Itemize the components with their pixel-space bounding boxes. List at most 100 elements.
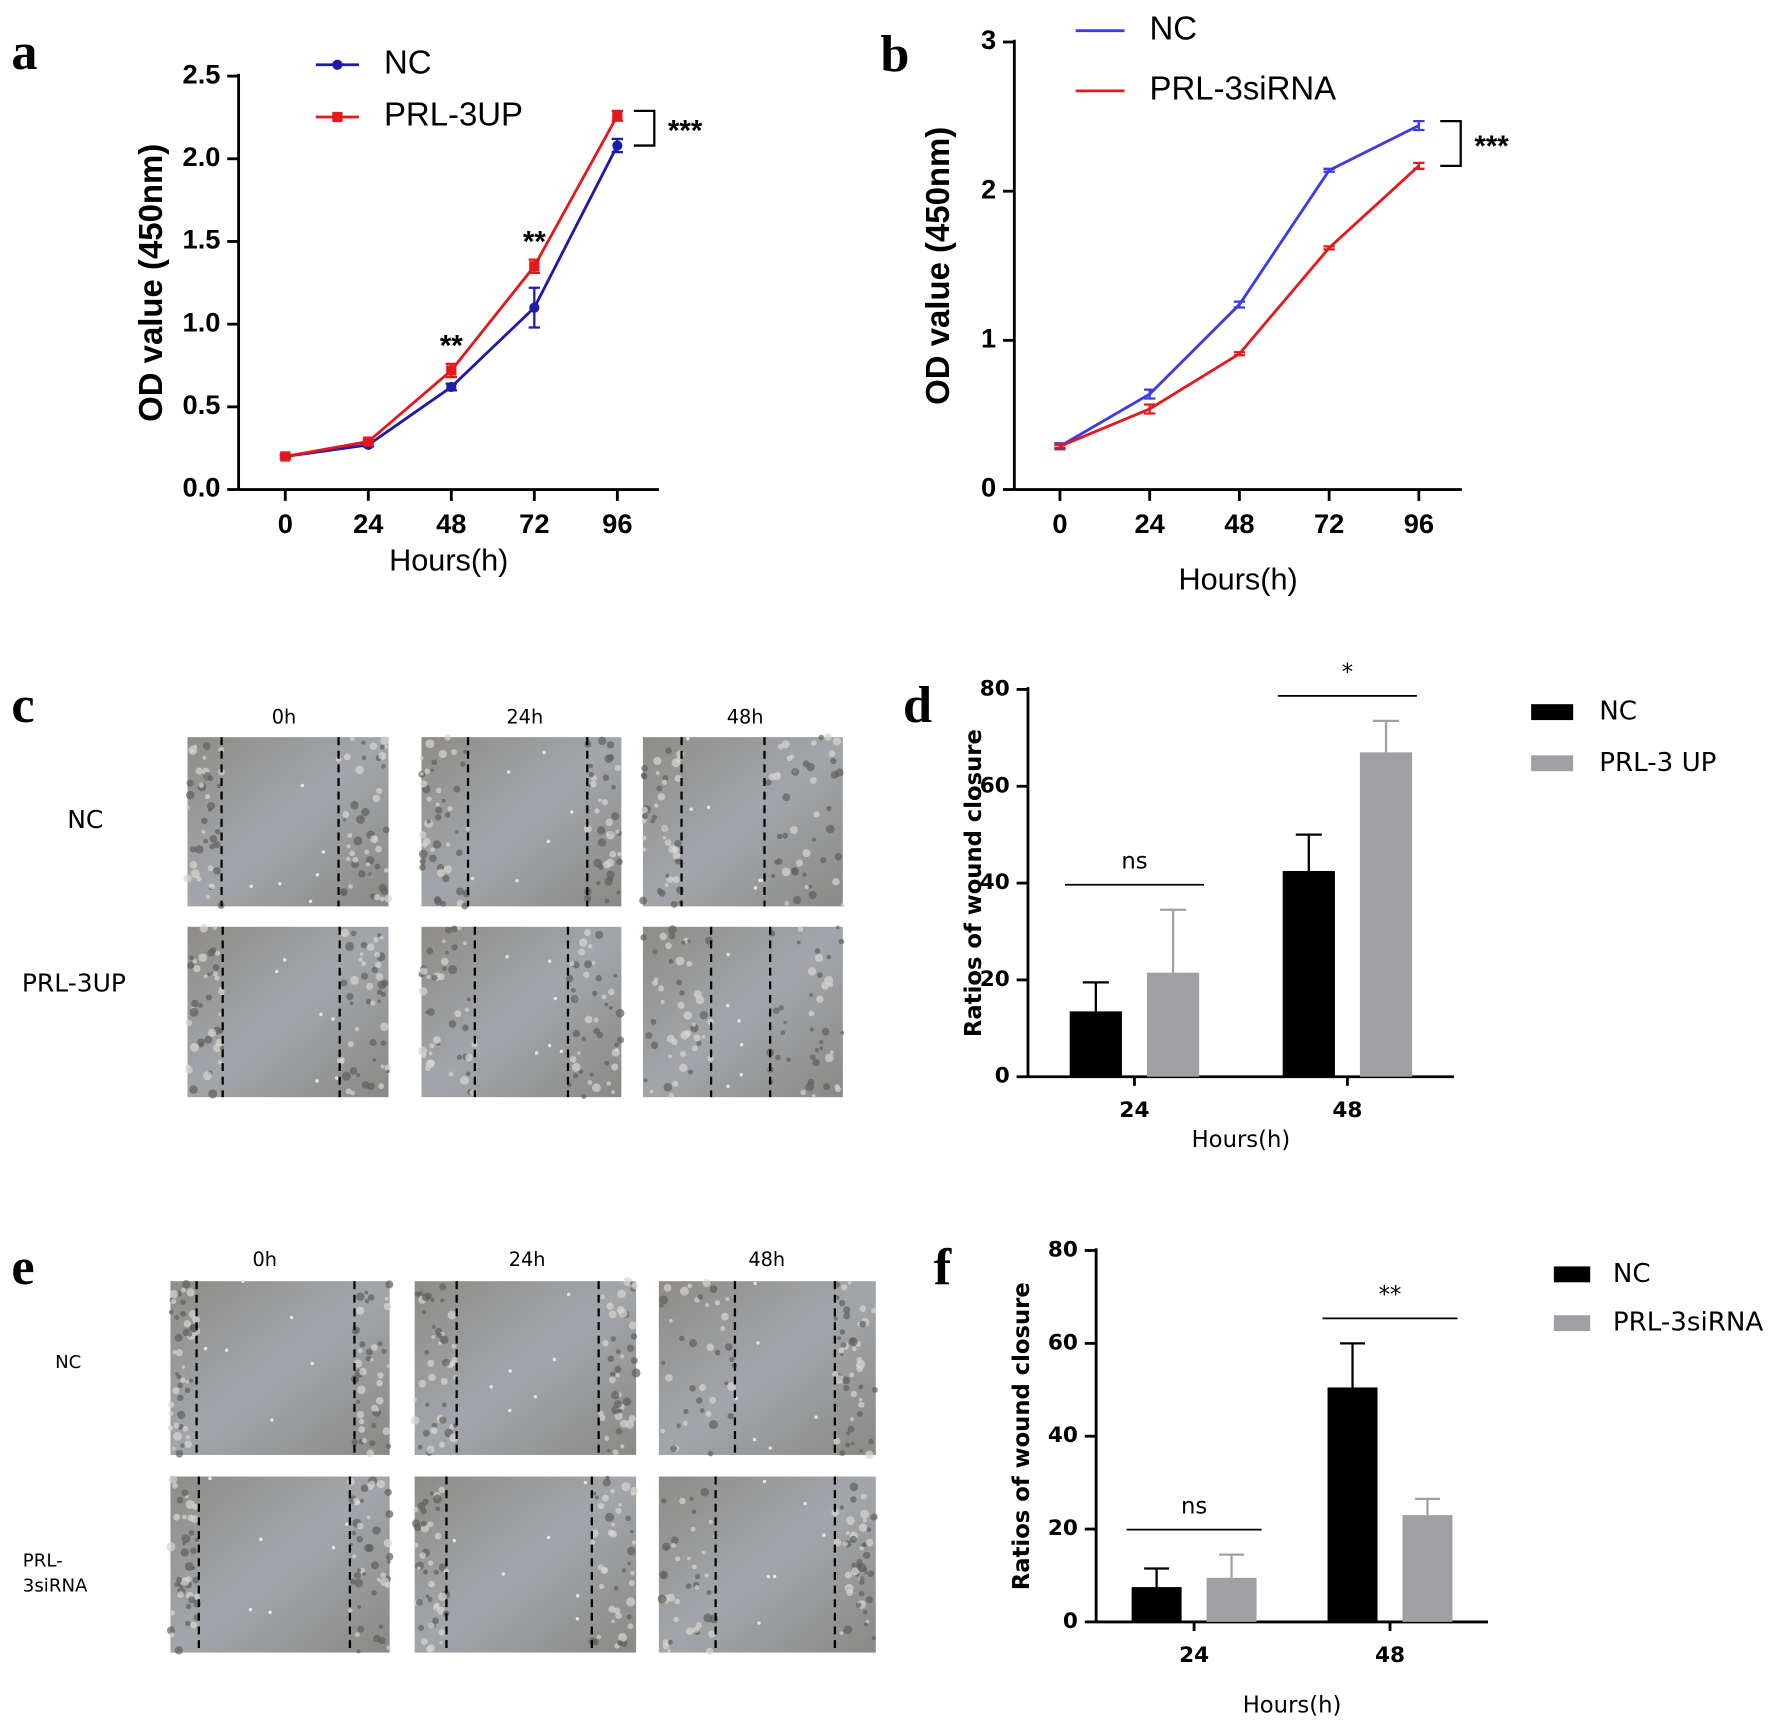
cell bbox=[203, 1346, 208, 1351]
bracket bbox=[633, 109, 656, 147]
cell bbox=[198, 1003, 203, 1008]
cell bbox=[598, 1410, 604, 1416]
cell bbox=[840, 1030, 845, 1035]
cell bbox=[430, 1426, 438, 1435]
cell bbox=[843, 1306, 851, 1314]
cell bbox=[602, 1340, 609, 1347]
cell bbox=[359, 1498, 365, 1503]
cell bbox=[189, 846, 197, 853]
cell bbox=[737, 1019, 741, 1023]
cell bbox=[615, 1507, 622, 1514]
error-bar bbox=[1233, 300, 1246, 309]
cell bbox=[849, 1482, 859, 1492]
cell bbox=[169, 1289, 179, 1299]
cell bbox=[373, 937, 379, 943]
cell bbox=[203, 838, 208, 844]
cell bbox=[577, 1051, 581, 1055]
cell bbox=[848, 1337, 858, 1347]
cell bbox=[205, 894, 211, 900]
cell bbox=[359, 1341, 366, 1348]
cell bbox=[380, 1040, 387, 1047]
cell bbox=[829, 1050, 834, 1055]
point bbox=[280, 451, 291, 462]
cell bbox=[630, 1357, 638, 1365]
cell bbox=[349, 1067, 358, 1075]
cell bbox=[364, 1290, 369, 1295]
cell bbox=[212, 925, 217, 931]
cell bbox=[841, 1284, 848, 1291]
cell bbox=[417, 1444, 423, 1450]
cell bbox=[668, 925, 677, 934]
cell bbox=[691, 1509, 697, 1515]
bar bbox=[1069, 1011, 1122, 1077]
cell bbox=[427, 1596, 433, 1602]
x-tick-label: 24 bbox=[1179, 1643, 1209, 1668]
cell bbox=[597, 838, 607, 847]
cell bbox=[315, 873, 320, 877]
error-bar bbox=[1160, 908, 1187, 973]
cell bbox=[808, 1010, 815, 1017]
cell bbox=[203, 1071, 212, 1081]
cell bbox=[357, 1348, 363, 1354]
cell bbox=[865, 1596, 873, 1604]
cell bbox=[814, 948, 821, 954]
cell bbox=[611, 785, 617, 790]
cell bbox=[614, 1365, 622, 1373]
micrograph bbox=[658, 1476, 876, 1653]
cell bbox=[615, 1349, 621, 1355]
cell bbox=[664, 882, 669, 888]
cell bbox=[696, 1397, 703, 1404]
legend-label: PRL-3 UP bbox=[1599, 748, 1716, 778]
cell bbox=[170, 1298, 177, 1305]
cell bbox=[583, 971, 590, 978]
cell bbox=[673, 1616, 679, 1623]
column-label: 0h bbox=[272, 705, 297, 728]
legend-label: PRL-3UP bbox=[384, 96, 523, 133]
cell bbox=[419, 831, 427, 839]
cell bbox=[588, 771, 595, 778]
cell bbox=[425, 739, 435, 749]
legend-marker bbox=[332, 59, 343, 70]
cell bbox=[370, 1358, 374, 1362]
cell bbox=[570, 810, 574, 814]
cell bbox=[370, 1000, 376, 1006]
cell bbox=[319, 1012, 323, 1017]
point bbox=[446, 381, 457, 393]
cell bbox=[858, 1523, 868, 1532]
cell bbox=[460, 761, 466, 767]
cell bbox=[604, 1435, 610, 1441]
cell bbox=[618, 1632, 627, 1642]
cell bbox=[439, 1441, 445, 1448]
cell bbox=[809, 993, 814, 998]
cell bbox=[168, 1411, 174, 1416]
cell bbox=[435, 802, 440, 807]
cell bbox=[270, 1418, 274, 1422]
cell bbox=[739, 1042, 744, 1047]
cell bbox=[714, 1300, 721, 1306]
cell bbox=[546, 839, 551, 844]
cell bbox=[643, 1078, 648, 1083]
cell bbox=[452, 1538, 457, 1543]
cell bbox=[439, 1283, 447, 1291]
cell bbox=[868, 1438, 874, 1445]
cell bbox=[613, 973, 618, 978]
cell bbox=[413, 1397, 417, 1402]
cell bbox=[421, 841, 428, 848]
cell bbox=[175, 1449, 184, 1458]
cell bbox=[615, 1373, 620, 1378]
cell bbox=[382, 826, 390, 834]
cell bbox=[379, 896, 385, 902]
cell bbox=[418, 1625, 425, 1631]
cell bbox=[425, 1594, 430, 1598]
cell bbox=[443, 865, 452, 874]
cell bbox=[672, 852, 681, 860]
cell bbox=[840, 903, 846, 908]
cell bbox=[353, 836, 363, 846]
cell bbox=[578, 948, 586, 956]
micrograph bbox=[414, 1476, 637, 1653]
cell bbox=[372, 1634, 381, 1643]
error-bar bbox=[1372, 719, 1400, 753]
y-tick-label: 2 bbox=[981, 173, 996, 204]
cell bbox=[598, 798, 602, 803]
cell bbox=[176, 1576, 183, 1583]
